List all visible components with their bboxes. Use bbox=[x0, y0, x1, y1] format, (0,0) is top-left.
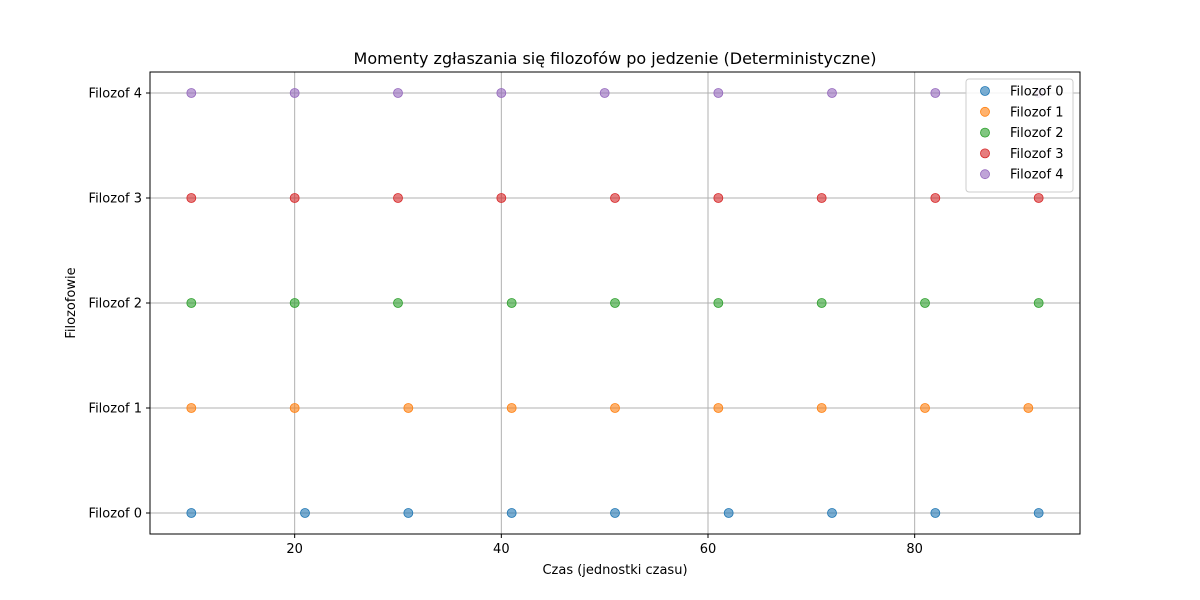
data-point bbox=[506, 508, 517, 518]
data-point bbox=[599, 88, 610, 98]
axis-ticks: 20 40 60 80 Filozof 0 Filozof 1 Filozof 2 Filoz… bbox=[89, 87, 923, 558]
data-point bbox=[186, 88, 197, 98]
data-point bbox=[920, 403, 930, 413]
legend-marker bbox=[980, 127, 990, 138]
data-point bbox=[1033, 298, 1044, 308]
y-tick-label: Filozof 1 bbox=[89, 402, 142, 417]
data-point bbox=[496, 193, 507, 203]
x-axis-title: Czas (jednostki czasu) bbox=[542, 563, 687, 578]
x-tick-label: 80 bbox=[906, 542, 923, 557]
legend-marker bbox=[980, 148, 990, 159]
data-point bbox=[713, 88, 724, 98]
data-point bbox=[289, 298, 300, 308]
data-point bbox=[393, 88, 403, 98]
data-point bbox=[506, 403, 517, 413]
legend-label: Filozof 1 bbox=[1010, 105, 1063, 120]
y-tick-label: Filozof 4 bbox=[89, 87, 142, 102]
data-point bbox=[930, 88, 941, 98]
legend-marker bbox=[980, 169, 990, 180]
data-point bbox=[393, 298, 403, 308]
x-tick-label: 60 bbox=[700, 542, 717, 557]
y-tick-label: Filozof 3 bbox=[89, 192, 142, 207]
data-point bbox=[723, 508, 734, 518]
data-point bbox=[496, 88, 507, 98]
legend-marker bbox=[980, 106, 990, 117]
data-point bbox=[827, 88, 837, 98]
data-point bbox=[816, 193, 827, 203]
data-point bbox=[186, 298, 197, 308]
data-point bbox=[920, 298, 930, 308]
data-point bbox=[816, 403, 827, 413]
data-point bbox=[393, 193, 403, 203]
data-point bbox=[610, 193, 620, 203]
data-point bbox=[186, 403, 197, 413]
legend-box bbox=[965, 78, 1074, 193]
data-point bbox=[610, 403, 620, 413]
data-point bbox=[186, 508, 197, 518]
data-point bbox=[610, 298, 620, 308]
legend-marker bbox=[980, 86, 990, 96]
data-point bbox=[713, 403, 724, 413]
legend-label: Filozof 4 bbox=[1010, 168, 1063, 183]
data-point bbox=[289, 403, 300, 413]
data-point bbox=[930, 193, 941, 203]
data-point bbox=[1033, 193, 1044, 203]
y-tick-label: Filozof 2 bbox=[89, 297, 142, 312]
data-point bbox=[506, 298, 517, 308]
data-point bbox=[713, 193, 724, 203]
legend-label: Filozof 3 bbox=[1010, 147, 1063, 162]
data-point bbox=[1033, 508, 1044, 518]
legend-label: Filozof 0 bbox=[1010, 85, 1063, 100]
data-point bbox=[300, 508, 310, 518]
data-point bbox=[1023, 403, 1034, 413]
data-point bbox=[403, 508, 414, 518]
chart-title: Momenty zgłaszania się filozofów po jedz… bbox=[354, 49, 877, 68]
data-point bbox=[816, 298, 827, 308]
legend: Filozof 0 Filozof 1 Filozof 2 Filozof 3 Filo… bbox=[965, 78, 1074, 193]
data-point bbox=[403, 403, 414, 413]
data-point bbox=[186, 193, 197, 203]
data-point bbox=[713, 298, 724, 308]
data-point bbox=[289, 193, 300, 203]
x-tick-label: 20 bbox=[286, 542, 303, 557]
y-tick-label: Filozof 0 bbox=[89, 507, 142, 522]
data-point bbox=[827, 508, 837, 518]
legend-label: Filozof 2 bbox=[1010, 126, 1063, 141]
y-axis-title: Filozofowie bbox=[64, 267, 79, 338]
data-point bbox=[610, 508, 620, 518]
data-point bbox=[930, 508, 941, 518]
data-point bbox=[289, 88, 300, 98]
x-tick-label: 40 bbox=[493, 542, 510, 557]
